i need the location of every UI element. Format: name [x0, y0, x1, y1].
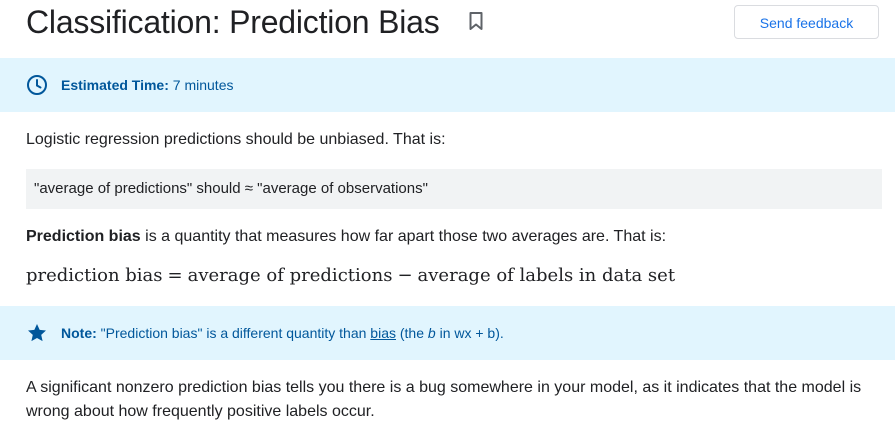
- note-italic-b: b: [427, 325, 436, 341]
- bookmark-icon[interactable]: [467, 11, 485, 31]
- clock-icon: [27, 75, 47, 95]
- send-feedback-button[interactable]: Send feedback: [734, 5, 879, 39]
- formula-term2: average of labels in data set: [417, 265, 676, 286]
- estimated-time-text: Estimated Time: 7 minutes: [61, 76, 233, 94]
- code-block: "average of predictions" should ≈ "avera…: [26, 169, 882, 209]
- definition-term: Prediction bias: [26, 228, 141, 245]
- estimated-time-callout: Estimated Time: 7 minutes: [0, 58, 895, 112]
- note-label: Note:: [61, 325, 97, 341]
- bias-link[interactable]: bias: [370, 325, 396, 341]
- note-text-after-link-2: in wx + b).: [435, 325, 504, 341]
- formula-minus: −: [397, 265, 413, 286]
- note-text: Note: "Prediction bias" is a different q…: [61, 324, 504, 342]
- prediction-bias-formula: prediction bias = average of predictions − a…: [26, 262, 675, 290]
- definition-rest: is a quantity that measures how far apar…: [140, 228, 667, 245]
- note-text-before-link: "Prediction bias" is a different quantit…: [96, 325, 371, 341]
- formula-equals: =: [167, 265, 183, 286]
- star-icon: [28, 324, 46, 342]
- formula-lhs: prediction bias: [26, 265, 163, 286]
- estimated-time-label: Estimated Time:: [61, 77, 169, 93]
- intro-paragraph: Logistic regression predictions should b…: [26, 131, 446, 148]
- formula-term1: average of predictions: [187, 265, 393, 286]
- page-title: Classification: Prediction Bias: [26, 4, 440, 40]
- closing-paragraph: A significant nonzero prediction bias te…: [26, 379, 862, 420]
- estimated-time-value: 7 minutes: [172, 77, 234, 93]
- definition-paragraph: Prediction bias is a quantity that measu…: [26, 225, 666, 249]
- note-callout: Note: "Prediction bias" is a different q…: [0, 306, 895, 360]
- note-text-after-link-1: (the: [395, 325, 428, 341]
